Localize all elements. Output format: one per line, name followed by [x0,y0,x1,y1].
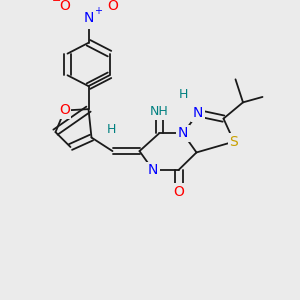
Text: O: O [59,103,70,118]
Text: N: N [178,127,188,140]
Text: NH: NH [150,105,168,118]
Text: O: O [173,185,184,199]
Text: O: O [107,0,118,13]
Text: H: H [178,88,188,101]
Text: N: N [148,163,158,177]
Text: −: − [52,0,61,6]
Text: S: S [230,135,238,148]
Text: H: H [106,123,116,136]
Text: +: + [94,6,103,16]
Text: N: N [193,106,203,120]
Text: O: O [59,0,70,13]
Text: N: N [83,11,94,26]
